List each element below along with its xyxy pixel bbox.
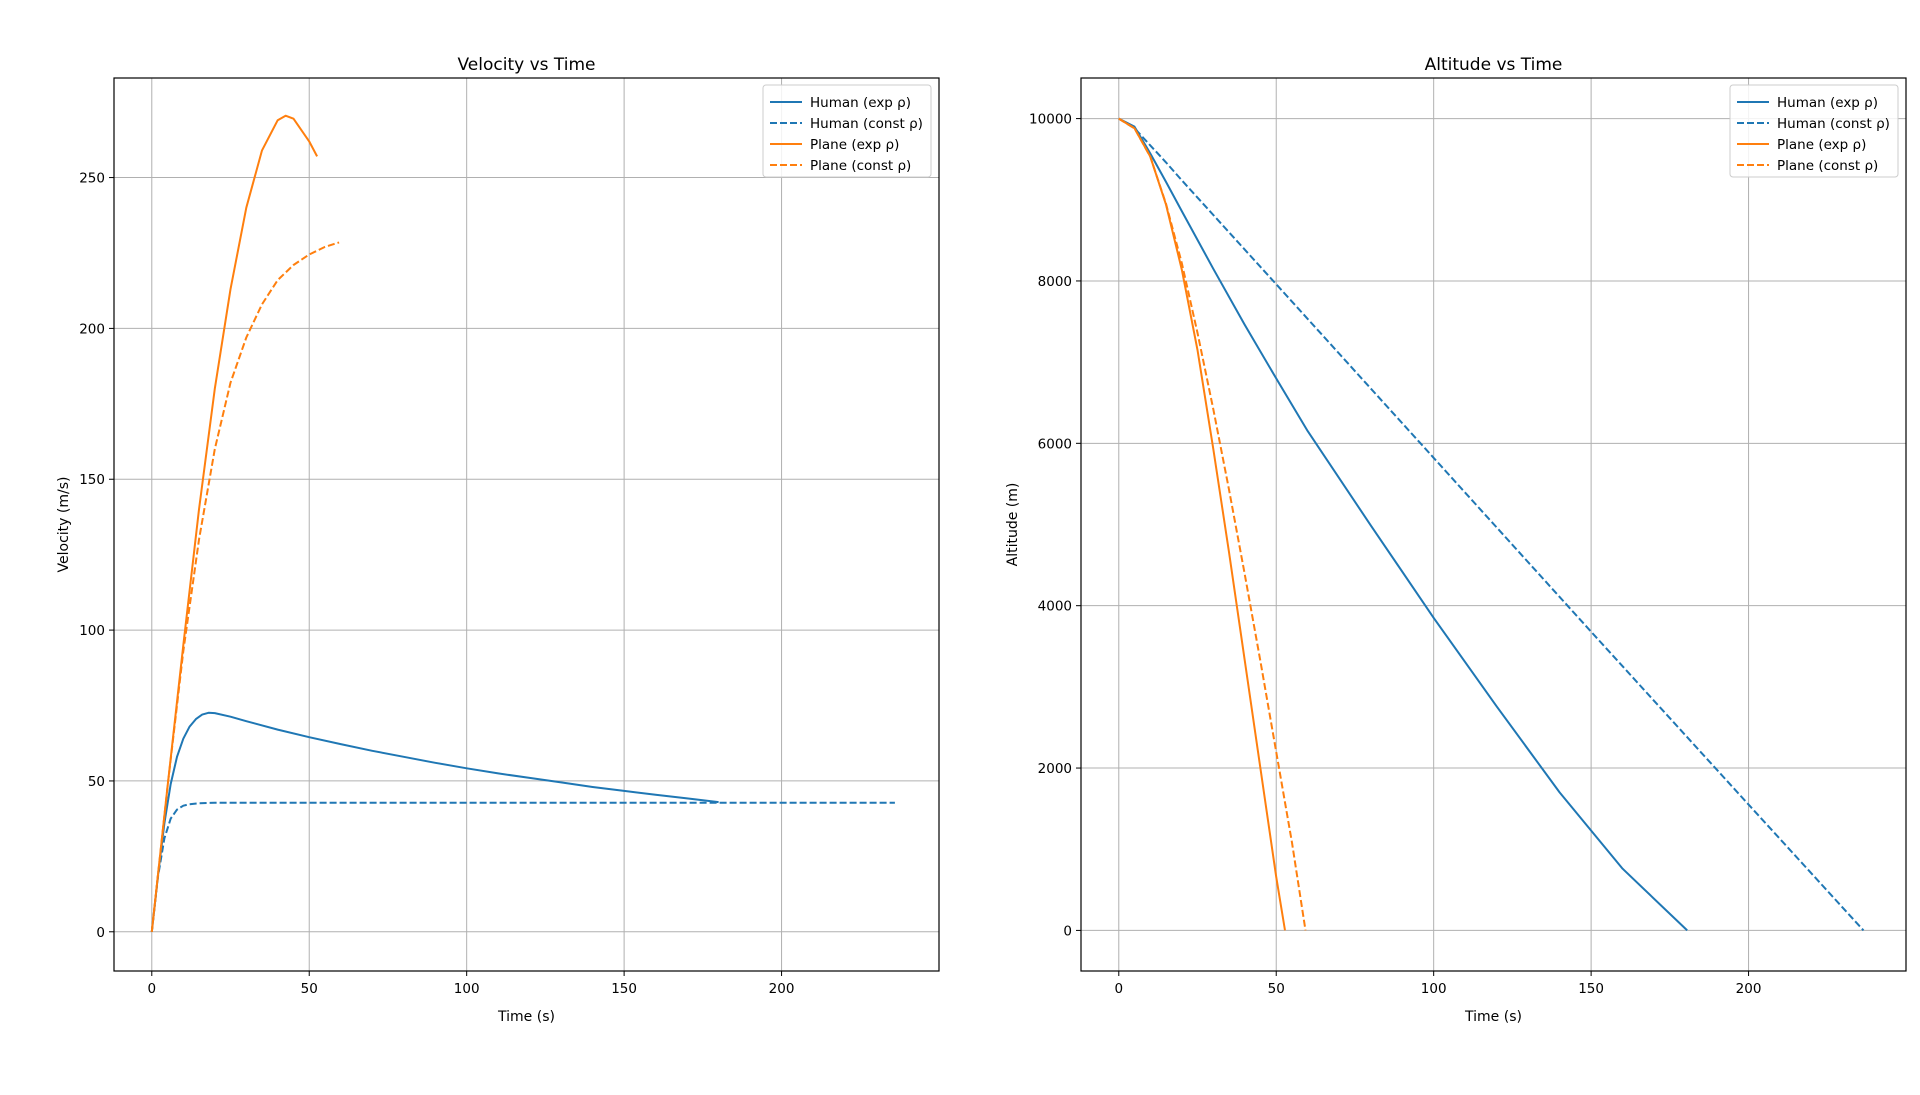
altitude-y-axis-label: Altitude (m) xyxy=(1005,483,1021,567)
altitude-chart-title: Altitude vs Time xyxy=(1425,55,1563,75)
velocity-legend: Human (exp ρ) Human (const ρ) Plane (exp ρ… xyxy=(762,84,932,178)
velocity-x-tick-label: 50 xyxy=(301,981,318,997)
altitude-chart: 0 50 100 150 2000200040006000800010000Altitu… xyxy=(1005,55,1907,1025)
altitude-plot-frame xyxy=(1080,77,1907,972)
altitude-x-tick-label: 100 xyxy=(1421,981,1447,997)
altitude-series-line-1 xyxy=(1118,117,1865,932)
velocity-x-axis-label: Time (s) xyxy=(497,1009,555,1025)
altitude-y-tick-label: 4000 xyxy=(1038,599,1072,615)
altitude-y-tick-label: 8000 xyxy=(1038,274,1072,290)
altitude-series-line-3 xyxy=(1118,117,1307,931)
altitude-x-tick-label: 150 xyxy=(1578,981,1604,997)
velocity-plot-frame xyxy=(113,77,940,972)
velocity-legend-label-0: Human (exp ρ) xyxy=(810,95,911,111)
altitude-series-line-2 xyxy=(1118,117,1286,931)
altitude-x-tick-label: 200 xyxy=(1736,981,1762,997)
velocity-x-tick-label: 0 xyxy=(147,981,156,997)
velocity-y-tick-label: 150 xyxy=(79,472,105,488)
velocity-legend-label-3: Plane (const ρ) xyxy=(810,158,911,174)
velocity-y-tick-label: 200 xyxy=(79,321,105,337)
velocity-y-tick-label: 0 xyxy=(96,925,105,941)
altitude-legend-label-3: Plane (const ρ) xyxy=(1777,158,1878,174)
altitude-legend-label-2: Plane (exp ρ) xyxy=(1777,137,1866,153)
altitude-x-axis-label: Time (s) xyxy=(1464,1009,1522,1025)
altitude-y-tick-label: 10000 xyxy=(1029,112,1072,128)
velocity-legend-box xyxy=(762,84,932,178)
velocity-legend-label-1: Human (const ρ) xyxy=(810,116,923,132)
altitude-x-tick-label: 0 xyxy=(1114,981,1123,997)
altitude-legend-label-1: Human (const ρ) xyxy=(1777,116,1890,132)
velocity-y-tick-label: 250 xyxy=(79,171,105,187)
velocity-chart-title: Velocity vs Time xyxy=(457,55,595,75)
velocity-y-tick-label: 50 xyxy=(88,774,105,790)
altitude-legend-box xyxy=(1729,84,1899,178)
velocity-chart: 0 50 100 150 200 0 50 100 150 200 250 Velocity vs T… xyxy=(56,55,940,1025)
velocity-x-tick-label: 100 xyxy=(454,981,480,997)
velocity-x-tick-label: 200 xyxy=(769,981,795,997)
altitude-legend-label-0: Human (exp ρ) xyxy=(1777,95,1878,111)
velocity-x-tick-label: 150 xyxy=(611,981,637,997)
velocity-y-axis-label: Velocity (m/s) xyxy=(56,477,72,573)
velocity-series-line-2 xyxy=(150,114,318,932)
altitude-y-tick-label: 2000 xyxy=(1038,761,1072,777)
velocity-series-line-3 xyxy=(150,241,340,932)
altitude-series-line-0 xyxy=(1118,117,1688,932)
altitude-x-tick-label: 50 xyxy=(1268,981,1285,997)
velocity-series-line-0 xyxy=(150,711,719,932)
velocity-series-line-1 xyxy=(150,801,895,932)
velocity-y-tick-label: 100 xyxy=(79,623,105,639)
velocity-legend-label-2: Plane (exp ρ) xyxy=(810,137,899,153)
altitude-legend: Human (exp ρ) Human (const ρ) Plane (exp ρ… xyxy=(1729,84,1899,178)
altitude-y-tick-label: 0 xyxy=(1063,923,1072,939)
altitude-y-tick-label: 6000 xyxy=(1038,436,1072,452)
